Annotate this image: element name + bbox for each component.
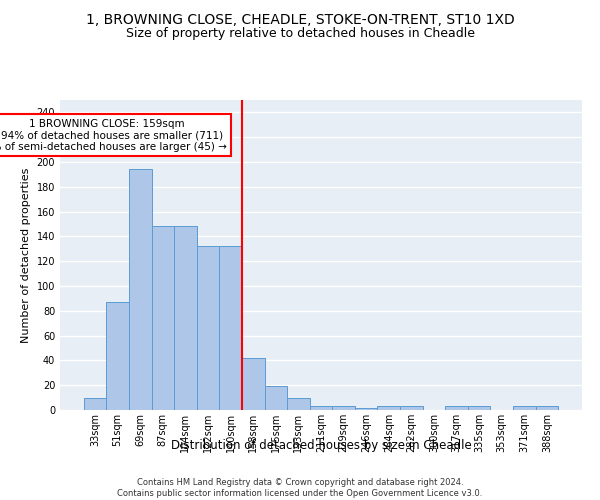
Bar — [377, 406, 400, 410]
Bar — [332, 406, 355, 410]
Text: Contains HM Land Registry data © Crown copyright and database right 2024.
Contai: Contains HM Land Registry data © Crown c… — [118, 478, 482, 498]
Y-axis label: Number of detached properties: Number of detached properties — [21, 168, 31, 342]
Bar — [287, 398, 310, 410]
Text: 1, BROWNING CLOSE, CHEADLE, STOKE-ON-TRENT, ST10 1XD: 1, BROWNING CLOSE, CHEADLE, STOKE-ON-TRE… — [86, 12, 514, 26]
Bar — [152, 226, 174, 410]
Bar — [106, 302, 129, 410]
Bar — [445, 406, 468, 410]
Bar — [265, 386, 287, 410]
Bar — [220, 246, 242, 410]
Text: 1 BROWNING CLOSE: 159sqm
← 94% of detached houses are smaller (711)
6% of semi-d: 1 BROWNING CLOSE: 159sqm ← 94% of detach… — [0, 118, 227, 152]
Text: Distribution of detached houses by size in Cheadle: Distribution of detached houses by size … — [170, 440, 472, 452]
Bar — [197, 246, 220, 410]
Bar — [355, 408, 377, 410]
Bar — [468, 406, 490, 410]
Bar — [513, 406, 536, 410]
Bar — [84, 398, 106, 410]
Bar — [242, 358, 265, 410]
Bar — [310, 406, 332, 410]
Bar — [174, 226, 197, 410]
Bar — [536, 406, 558, 410]
Text: Size of property relative to detached houses in Cheadle: Size of property relative to detached ho… — [125, 28, 475, 40]
Bar — [400, 406, 422, 410]
Bar — [129, 170, 152, 410]
